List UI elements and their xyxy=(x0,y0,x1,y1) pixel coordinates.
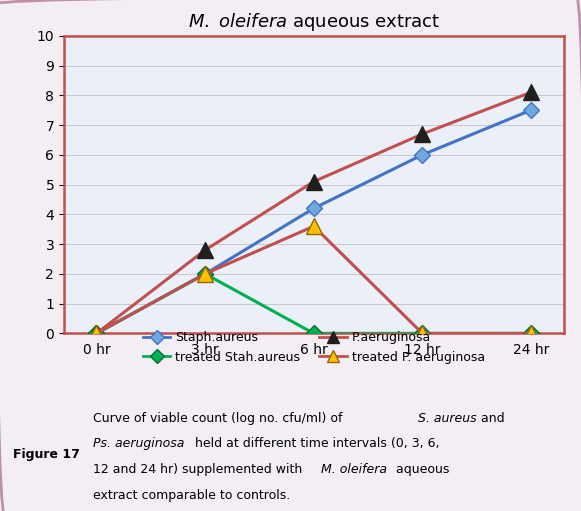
Text: 12 and 24 hr) supplemented with: 12 and 24 hr) supplemented with xyxy=(93,463,306,476)
Title: $\mathit{M.\ oleifera}$ aqueous extract: $\mathit{M.\ oleifera}$ aqueous extract xyxy=(188,11,440,33)
Legend: Staph.aureus, treated Stah.aureus, P.aeruginosa, treated P. aeruginosa: Staph.aureus, treated Stah.aureus, P.aer… xyxy=(143,331,485,363)
Text: aqueous: aqueous xyxy=(392,463,449,476)
Text: Curve of viable count (log no. cfu/ml) of: Curve of viable count (log no. cfu/ml) o… xyxy=(93,412,346,425)
Text: held at different time intervals (0, 3, 6,: held at different time intervals (0, 3, … xyxy=(191,437,440,450)
Text: Figure 17: Figure 17 xyxy=(13,448,80,461)
Text: extract comparable to controls.: extract comparable to controls. xyxy=(93,489,290,501)
Text: Ps. aeruginosa: Ps. aeruginosa xyxy=(93,437,184,450)
Text: S. aureus: S. aureus xyxy=(418,412,476,425)
Text: M. oleifera: M. oleifera xyxy=(321,463,387,476)
Text: and: and xyxy=(477,412,504,425)
